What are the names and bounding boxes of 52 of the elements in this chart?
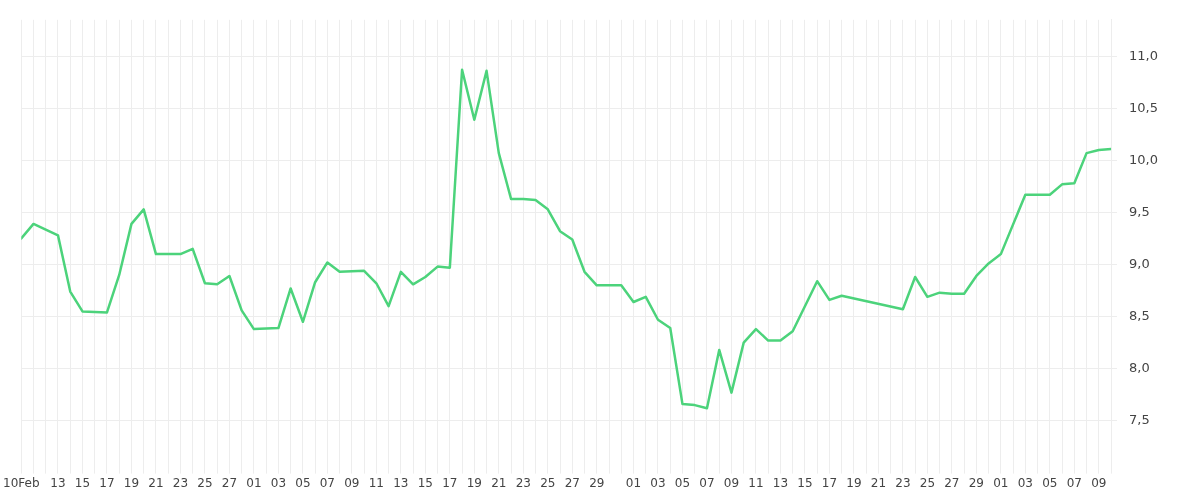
x-tick-label: 27 bbox=[944, 475, 960, 490]
y-tick-label: 8,5 bbox=[1129, 307, 1150, 323]
x-tick-label: 01 bbox=[246, 475, 262, 490]
x-tick-label: 25 bbox=[540, 475, 556, 490]
x-tick-label: 09 bbox=[344, 475, 360, 490]
x-tick-label: 29 bbox=[968, 475, 984, 490]
x-tick-label: 17 bbox=[442, 475, 458, 490]
x-tick-label: 21 bbox=[491, 475, 507, 490]
x-tick-label: 11 bbox=[368, 475, 384, 490]
y-tick-label: 7,5 bbox=[1129, 412, 1150, 428]
x-tick-label: 17 bbox=[821, 475, 838, 490]
x-tick-label: 03 bbox=[1017, 475, 1033, 490]
x-tick-label: 23 bbox=[172, 475, 189, 490]
x-tick-label: 01 bbox=[625, 475, 642, 490]
x-tick-label: 27 bbox=[221, 475, 238, 490]
x-tick-label: 01 bbox=[993, 475, 1009, 490]
x-tick-label: 13 bbox=[393, 475, 409, 490]
x-tick-label: 05 bbox=[295, 475, 311, 490]
x-tick-label: 25 bbox=[919, 475, 936, 490]
x-tick-label: 10Feb bbox=[3, 475, 40, 490]
x-tick-label: 13 bbox=[772, 475, 789, 490]
x-tick-label: 25 bbox=[197, 475, 213, 490]
x-tick-label: 03 bbox=[650, 475, 666, 490]
x-tick-label: 05 bbox=[674, 475, 691, 490]
x-tick-label: 29 bbox=[589, 475, 605, 490]
x-tick-label: 09 bbox=[723, 475, 740, 490]
x-tick-label: 09 bbox=[1091, 475, 1107, 490]
x-tick-label: 15 bbox=[417, 475, 433, 490]
x-tick-label: 15 bbox=[797, 475, 813, 490]
x-tick-label: 07 bbox=[319, 475, 336, 490]
x-tick-label: 19 bbox=[466, 475, 482, 490]
x-tick-label: 07 bbox=[1066, 475, 1082, 490]
x-tick-label: 03 bbox=[270, 475, 287, 490]
x-tick-label: 13 bbox=[50, 475, 66, 490]
x-tick-label: 15 bbox=[74, 475, 91, 490]
x-tick-label: 17 bbox=[99, 475, 115, 490]
x-tick-label: 23 bbox=[895, 475, 911, 490]
x-tick-label: 07 bbox=[699, 475, 715, 490]
x-tick-label: 19 bbox=[123, 475, 140, 490]
y-tick-label: 11,0 bbox=[1129, 47, 1159, 63]
y-tick-label: 10,0 bbox=[1129, 151, 1159, 167]
x-tick-label: 27 bbox=[564, 475, 580, 490]
y-tick-label: 9,0 bbox=[1129, 255, 1150, 271]
x-tick-label: 23 bbox=[515, 475, 531, 490]
y-tick-label: 9,5 bbox=[1129, 203, 1150, 219]
x-tick-label: 05 bbox=[1042, 475, 1058, 490]
x-tick-label: 21 bbox=[148, 475, 164, 490]
x-tick-label: 19 bbox=[846, 475, 862, 490]
y-tick-label: 10,5 bbox=[1129, 99, 1159, 115]
y-tick-label: 8,0 bbox=[1129, 360, 1150, 376]
x-tick-label: 11 bbox=[748, 475, 764, 490]
x-tick-label: 21 bbox=[870, 475, 887, 490]
